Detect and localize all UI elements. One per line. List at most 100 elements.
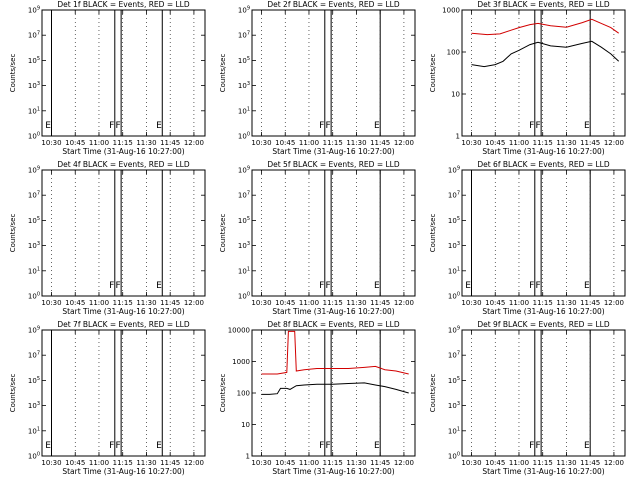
x-axis-label: Start Time (31-Aug-16 10:27:00) (272, 147, 394, 156)
plot-frame (461, 169, 626, 297)
y-tick-label: 100 (238, 292, 250, 301)
y-tick-label: 109 (448, 326, 460, 335)
y-tick-label: 103 (238, 81, 250, 90)
y-tick-label: 107 (28, 351, 40, 360)
x-tick-label: 10:45 (275, 139, 295, 147)
x-tick-label: 11:30 (346, 299, 366, 307)
x-tick-label: 10:30 (251, 299, 271, 307)
x-tick-label: 10:45 (485, 139, 505, 147)
plot-frame (461, 329, 626, 457)
x-tick-label: 10:30 (41, 299, 61, 307)
detector-panel-1: Det 1f BLACK = Events, RED = LLD 100 101 10… (9, 0, 206, 156)
x-axis-label: Start Time (31-Aug-16 10:27:00) (482, 307, 604, 316)
y-axis-label: Counts/sec (429, 214, 437, 253)
marker-label: F (529, 281, 534, 291)
y-tick-label: 109 (448, 166, 460, 175)
lld-series-line (471, 18, 619, 36)
y-tick-label: 10000 (228, 327, 250, 335)
x-axis-label: Start Time (31-Aug-16 10:27:00) (62, 147, 184, 156)
y-tick-label: 1 (246, 453, 250, 461)
panel-title: Det 5f BLACK = Events, RED = LLD (267, 160, 400, 169)
x-tick-label: 10:45 (275, 459, 295, 467)
x-tick-label: 10:45 (275, 299, 295, 307)
marker-label: E (45, 121, 51, 131)
x-tick-label: 11:15 (113, 139, 133, 147)
panel-title: Det 2f BLACK = Events, RED = LLD (267, 0, 400, 9)
marker-label: F (115, 281, 120, 291)
y-tick-label: 101 (28, 106, 40, 115)
y-axis-label: Counts/sec (9, 54, 17, 93)
lld-series-line (261, 330, 409, 375)
marker-label: F (535, 441, 540, 451)
marker-label: E (465, 281, 471, 291)
marker-label: E (374, 281, 380, 291)
x-tick-label: 11:15 (533, 139, 553, 147)
x-axis-label: Start Time (31-Aug-16 10:27:00) (62, 467, 184, 476)
y-axis-label: Counts/sec (9, 374, 17, 413)
y-tick-label: 105 (28, 216, 40, 225)
x-tick-label: 11:00 (299, 299, 319, 307)
marker-label: F (535, 121, 540, 131)
y-tick-label: 109 (238, 6, 250, 15)
y-tick-label: 101 (448, 426, 460, 435)
y-tick-label: 100 (28, 292, 40, 301)
marker-label: F (319, 121, 324, 131)
x-tick-label: 11:30 (136, 299, 156, 307)
marker-label: E (584, 281, 590, 291)
x-tick-label: 11:30 (136, 459, 156, 467)
y-axis-label: Counts/sec (219, 54, 227, 93)
marker-label: F (319, 441, 324, 451)
marker-label: E (374, 441, 380, 451)
panel-title: Det 4f BLACK = Events, RED = LLD (57, 160, 190, 169)
x-tick-label: 11:15 (323, 139, 343, 147)
x-tick-label: 10:45 (65, 459, 85, 467)
x-tick-label: 12:00 (394, 459, 414, 467)
x-tick-label: 11:45 (370, 459, 390, 467)
x-tick-label: 11:00 (509, 299, 529, 307)
x-tick-label: 12:00 (604, 299, 624, 307)
y-tick-label: 105 (238, 56, 250, 65)
x-tick-label: 11:45 (370, 299, 390, 307)
y-tick-label: 103 (448, 241, 460, 250)
x-tick-label: 11:45 (160, 299, 180, 307)
panel-title: Det 9f BLACK = Events, RED = LLD (477, 320, 610, 329)
panel-title: Det 8f BLACK = Events, RED = LLD (267, 320, 400, 329)
y-tick-label: 105 (238, 216, 250, 225)
marker-label: F (529, 121, 534, 131)
x-tick-label: 11:00 (299, 459, 319, 467)
x-tick-label: 10:45 (485, 459, 505, 467)
panel-title: Det 3f BLACK = Events, RED = LLD (477, 0, 610, 9)
marker-label: F (109, 121, 114, 131)
x-tick-label: 11:15 (323, 459, 343, 467)
x-tick-label: 11:30 (136, 139, 156, 147)
x-tick-label: 10:45 (485, 299, 505, 307)
y-tick-label: 103 (28, 241, 40, 250)
x-tick-label: 12:00 (394, 299, 414, 307)
marker-label: E (156, 281, 162, 291)
x-tick-label: 11:45 (580, 139, 600, 147)
y-tick-label: 103 (238, 241, 250, 250)
y-tick-label: 109 (238, 166, 250, 175)
x-tick-label: 12:00 (604, 139, 624, 147)
y-tick-label: 105 (28, 56, 40, 65)
marker-label: E (584, 441, 590, 451)
y-tick-label: 107 (448, 351, 460, 360)
y-axis-label: Counts/sec (9, 214, 17, 253)
marker-label: F (325, 441, 330, 451)
marker-label: F (325, 121, 330, 131)
detector-panel-9: Det 9f BLACK = Events, RED = LLD 100 101 10… (429, 320, 626, 476)
y-tick-label: 100 (28, 132, 40, 141)
x-tick-label: 10:30 (41, 139, 61, 147)
plot-frame (251, 9, 416, 137)
y-tick-label: 103 (448, 401, 460, 410)
y-tick-label: 1000 (232, 358, 250, 366)
events-series-line (471, 40, 620, 68)
marker-label: F (325, 281, 330, 291)
x-axis-label: Start Time (31-Aug-16 10:27:00) (482, 147, 604, 156)
x-tick-label: 11:45 (580, 299, 600, 307)
x-tick-label: 10:30 (461, 139, 481, 147)
x-tick-label: 11:45 (160, 459, 180, 467)
x-tick-label: 11:15 (113, 459, 133, 467)
